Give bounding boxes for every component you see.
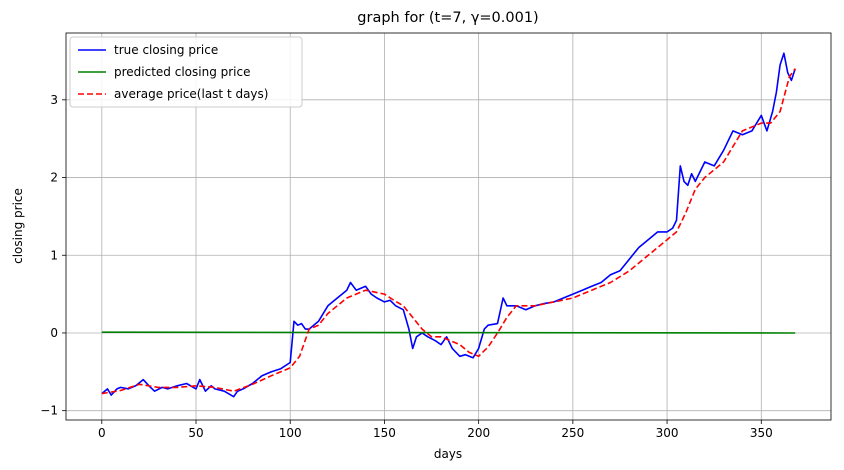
series-line-1	[101, 331, 796, 334]
x-tick-label: 250	[561, 426, 584, 440]
chart-title: graph for (t=7, γ=0.001)	[357, 10, 538, 26]
y-tick-label: −1	[40, 404, 58, 418]
y-axis-label: closing price	[11, 188, 25, 264]
series-line-2	[101, 68, 796, 395]
x-tick-label: 150	[373, 426, 396, 440]
legend-label-2: average price(last t days)	[114, 87, 268, 101]
x-tick-label: 350	[750, 426, 773, 440]
axes: 0 50 100 150 200 250 300 350 −1 0 1 2 3	[40, 32, 832, 440]
y-tick-label: 2	[50, 171, 58, 185]
x-tick-label: 50	[188, 426, 203, 440]
x-tick-label: 300	[656, 426, 679, 440]
legend-label-0: true closing price	[114, 43, 218, 57]
y-tick-label: 1	[50, 248, 58, 262]
x-tick-label: 0	[98, 426, 106, 440]
legend-label-1: predicted closing price	[114, 65, 251, 79]
x-tick-label: 100	[279, 426, 302, 440]
series-group	[101, 52, 796, 398]
x-axis-label: days	[434, 447, 462, 461]
legend: true closing price predicted closing pric…	[69, 36, 303, 108]
legend-box	[69, 36, 303, 108]
y-tick-label: 3	[50, 93, 58, 107]
x-tick-label: 200	[467, 426, 490, 440]
y-tick-label: 0	[50, 326, 58, 340]
plot-frame	[65, 32, 832, 421]
series-line-0	[101, 52, 796, 398]
